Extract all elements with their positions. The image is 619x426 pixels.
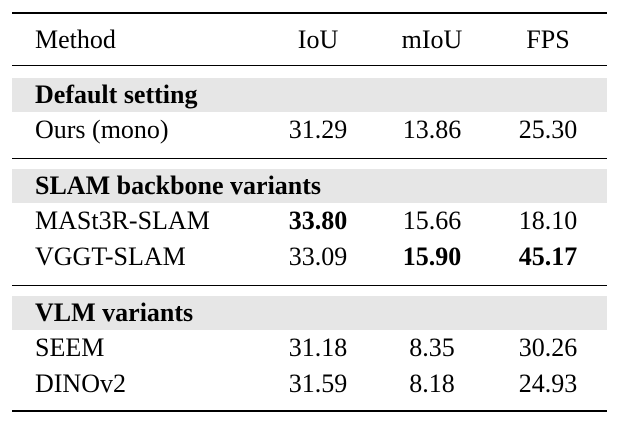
table-cell: 8.18 xyxy=(409,369,455,398)
table-cell: 31.59 xyxy=(288,369,348,398)
table-cell: 15.90 xyxy=(402,242,462,271)
header-cell: FPS xyxy=(526,25,570,54)
header-cell: Method xyxy=(35,25,116,54)
table-cell: 8.35 xyxy=(409,333,455,362)
group-title: Default setting xyxy=(35,80,198,109)
group-band xyxy=(12,78,607,112)
header-cell: mIoU xyxy=(401,25,463,54)
table-cell: SEEM xyxy=(35,333,105,362)
table-cell: 25.30 xyxy=(518,115,578,144)
table-cell: 31.18 xyxy=(288,333,348,362)
rule xyxy=(12,158,607,159)
table-cell: 18.10 xyxy=(518,206,578,235)
table-cell: VGGT-SLAM xyxy=(35,242,186,271)
table-cell: 31.29 xyxy=(288,115,348,144)
table-cell: 33.09 xyxy=(288,242,348,271)
table-cell: 30.26 xyxy=(518,333,578,362)
rule xyxy=(12,12,607,14)
group-band xyxy=(12,296,607,330)
table-cell: 45.17 xyxy=(518,242,578,271)
group-title: SLAM backbone variants xyxy=(35,171,322,200)
rule xyxy=(12,285,607,286)
group-title: VLM variants xyxy=(35,298,194,327)
table-cell: 15.66 xyxy=(402,206,462,235)
table-cell: Ours (mono) xyxy=(35,115,169,144)
header-cell: IoU xyxy=(297,25,339,54)
table-cell: MASt3R-SLAM xyxy=(35,206,210,235)
table-cell: 13.86 xyxy=(402,115,462,144)
table-cell: DINOv2 xyxy=(35,369,126,398)
group-band xyxy=(12,169,607,203)
table-cell: 33.80 xyxy=(288,206,348,235)
table-cell: 24.93 xyxy=(518,369,578,398)
rule xyxy=(12,410,607,412)
rule xyxy=(12,65,607,66)
